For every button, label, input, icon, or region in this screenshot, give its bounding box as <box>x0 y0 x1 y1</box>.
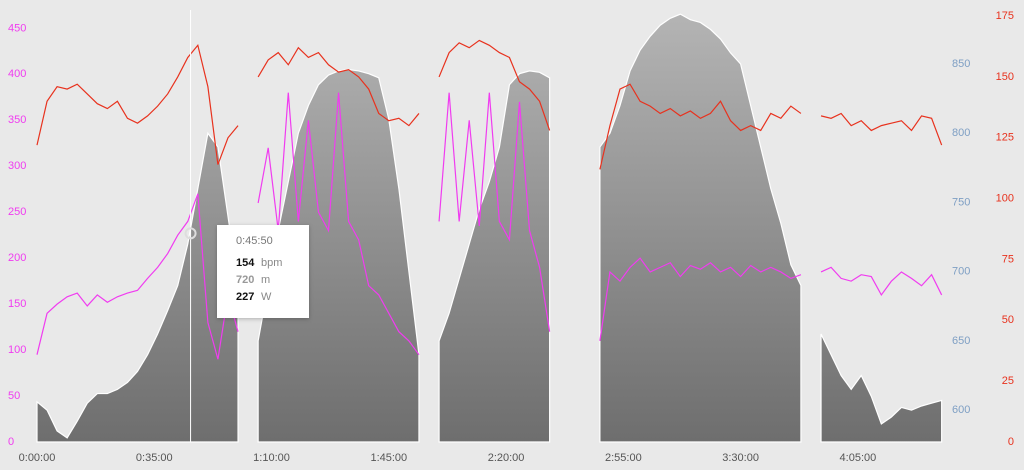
y-tick-label: 400 <box>8 68 26 80</box>
y2-tick-label: 100 <box>996 193 1014 205</box>
tooltip-value: 720 <box>236 274 254 286</box>
y-tick-label: 100 <box>8 344 26 356</box>
y-tick-label: 350 <box>8 114 26 126</box>
tooltip: 0:45:50 154 bpm 720 m 227 W <box>217 225 309 318</box>
y2-tick-label: 25 <box>1002 375 1014 387</box>
y-tick-label: 450 <box>8 22 26 34</box>
y-tick-label: 300 <box>8 160 26 172</box>
y3-tick-label: 700 <box>952 266 970 278</box>
tooltip-value: 227 <box>236 291 254 303</box>
series-line <box>36 92 943 360</box>
x-tick-label: 1:45:00 <box>370 452 407 464</box>
y-tick-label: 50 <box>8 390 20 402</box>
x-tick-label: 2:55:00 <box>605 452 642 464</box>
y2-tick-label: 125 <box>996 132 1014 144</box>
x-tick-label: 0:35:00 <box>136 452 173 464</box>
x-tick-label: 3:30:00 <box>722 452 759 464</box>
y2-tick-label: 50 <box>1002 314 1014 326</box>
y3-tick-label: 650 <box>952 335 970 347</box>
y-tick-label: 250 <box>8 206 26 218</box>
tooltip-unit: W <box>261 291 272 303</box>
y-tick-label: 150 <box>8 298 26 310</box>
y2-tick-label: 175 <box>996 10 1014 22</box>
tooltip-value: 154 <box>236 257 255 269</box>
y3-tick-label: 850 <box>952 58 970 70</box>
x-tick-label: 4:05:00 <box>840 452 877 464</box>
y-tick-label: 200 <box>8 252 26 264</box>
x-tick-label: 2:20:00 <box>488 452 525 464</box>
tooltip-box <box>217 225 309 318</box>
y3-tick-label: 800 <box>952 127 970 139</box>
tooltip-unit: m <box>261 274 270 286</box>
tooltip-time: 0:45:50 <box>236 235 273 247</box>
y-tick-label: 0 <box>8 436 14 448</box>
y3-tick-label: 600 <box>952 404 970 416</box>
x-tick-label: 0:00:00 <box>19 452 56 464</box>
elevation-area <box>36 13 943 443</box>
series-line <box>36 39 943 170</box>
y2-tick-label: 150 <box>996 71 1014 83</box>
y2-tick-label: 75 <box>1002 253 1014 265</box>
y2-tick-label: 0 <box>1008 436 1014 448</box>
tooltip-unit: bpm <box>261 257 282 269</box>
x-tick-label: 1:10:00 <box>253 452 290 464</box>
cursor-dot <box>184 227 197 240</box>
y3-tick-label: 750 <box>952 196 970 208</box>
